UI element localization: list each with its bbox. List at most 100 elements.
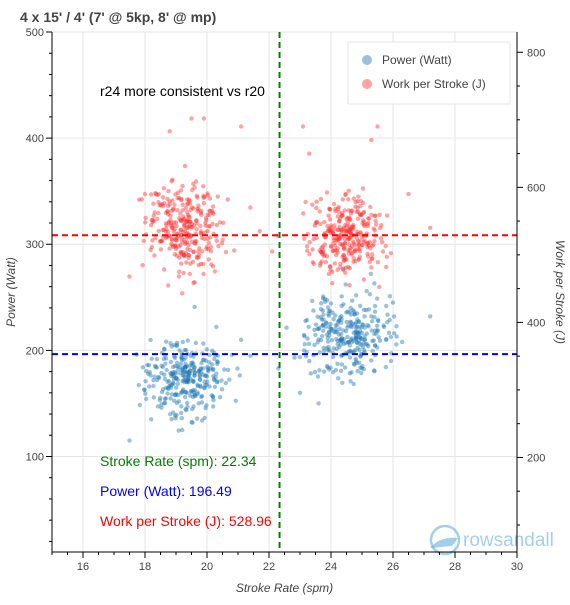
data-point: [328, 264, 333, 269]
data-point: [321, 369, 327, 374]
data-point: [194, 221, 199, 226]
data-point: [184, 225, 189, 230]
data-point: [322, 299, 328, 304]
data-point: [358, 354, 363, 359]
data-point: [187, 271, 192, 277]
data-point: [168, 341, 173, 346]
data-point: [360, 200, 366, 206]
data-point: [328, 230, 333, 236]
data-point: [337, 236, 342, 241]
data-point: [325, 228, 330, 234]
data-point: [211, 211, 216, 216]
data-point: [325, 305, 331, 310]
y-tick-label: 400: [26, 133, 44, 145]
data-point: [185, 246, 190, 251]
data-point: [349, 320, 354, 325]
data-point: [170, 380, 175, 386]
data-point: [197, 252, 202, 258]
data-point: [155, 377, 160, 383]
data-point: [187, 201, 193, 206]
data-point: [176, 244, 182, 249]
data-point: [186, 371, 192, 376]
data-point: [211, 404, 216, 409]
data-point: [358, 353, 363, 359]
data-point: [168, 385, 174, 390]
data-point: [180, 367, 185, 373]
data-point: [166, 283, 171, 288]
data-point: [373, 213, 378, 218]
x-tick-label: 28: [449, 561, 461, 573]
data-point: [179, 261, 184, 266]
data-point: [171, 381, 176, 386]
data-point: [339, 317, 344, 322]
data-point: [388, 251, 394, 256]
data-point: [325, 365, 330, 370]
data-point: [367, 292, 373, 297]
data-point: [332, 223, 337, 228]
data-point: [137, 402, 142, 408]
data-point: [173, 385, 179, 390]
data-point: [320, 250, 326, 255]
data-point: [330, 370, 336, 375]
data-point: [392, 331, 397, 336]
data-point: [167, 199, 172, 204]
data-point: [330, 281, 335, 286]
data-point: [187, 198, 193, 203]
data-point: [212, 269, 218, 274]
data-point: [351, 338, 356, 343]
data-point: [352, 311, 358, 317]
data-point: [172, 202, 177, 207]
x-tick-label: 16: [77, 561, 89, 573]
data-point: [314, 219, 320, 225]
data-point: [355, 216, 361, 221]
data-point: [168, 359, 174, 365]
data-point: [176, 367, 181, 372]
data-point: [207, 352, 212, 358]
data-point: [192, 240, 197, 246]
data-point: [362, 222, 367, 227]
data-point: [341, 341, 347, 346]
data-point: [362, 337, 367, 342]
data-point: [319, 259, 324, 264]
data-point: [316, 401, 321, 406]
data-point: [177, 255, 182, 260]
data-point: [347, 348, 353, 354]
data-point: [317, 368, 322, 373]
data-point: [325, 348, 331, 353]
data-point: [345, 215, 350, 221]
data-point: [327, 207, 333, 212]
data-point: [357, 334, 362, 340]
data-point: [148, 373, 153, 378]
data-point: [169, 371, 174, 377]
data-point: [181, 237, 187, 243]
data-point: [185, 370, 190, 375]
data-point: [156, 200, 161, 205]
data-point: [208, 235, 213, 240]
data-point: [211, 366, 216, 372]
data-point: [181, 253, 186, 258]
data-point: [188, 219, 193, 224]
data-point: [335, 227, 340, 233]
data-point: [364, 331, 369, 336]
data-point: [343, 222, 348, 228]
data-point: [348, 230, 354, 236]
data-point: [198, 384, 203, 390]
data-point: [146, 371, 151, 376]
data-point: [390, 300, 396, 305]
reference-lines: [52, 32, 517, 552]
data-point: [333, 326, 338, 332]
data-point: [348, 379, 353, 384]
data-point: [358, 213, 364, 218]
data-point: [335, 246, 340, 251]
data-point: [378, 225, 383, 231]
data-point: [369, 137, 374, 143]
data-point: [207, 196, 213, 201]
data-point: [355, 317, 360, 322]
data-point: [192, 370, 198, 375]
data-point: [370, 319, 375, 324]
data-point: [384, 264, 389, 270]
legend[interactable]: Power (Watt) Work per Stroke (J): [347, 41, 511, 105]
data-point: [348, 208, 354, 213]
data-point: [372, 331, 377, 337]
data-point: [335, 206, 341, 211]
